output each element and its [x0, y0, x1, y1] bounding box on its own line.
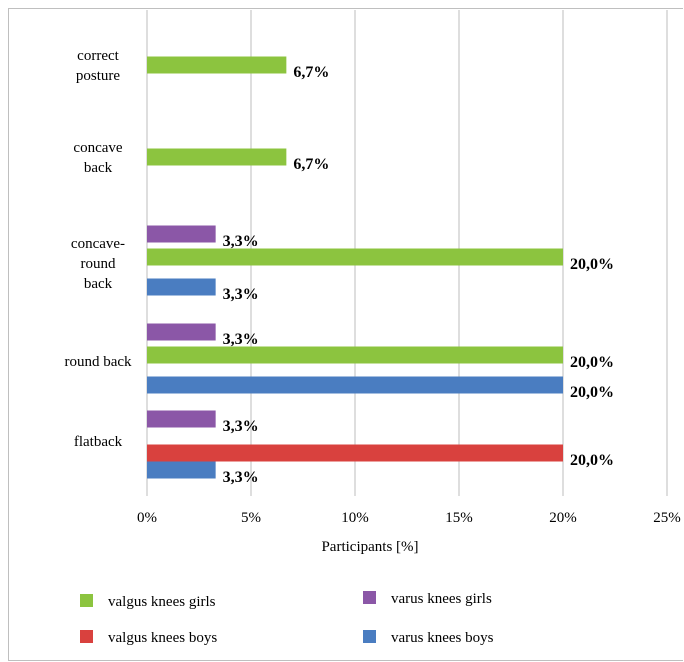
bar-valgus-knees-boys	[147, 444, 563, 462]
category-label: round	[81, 256, 116, 272]
bar-varus-knees-boys	[147, 376, 563, 394]
category-label: concave	[73, 140, 122, 156]
bar-varus-knees-girls	[147, 225, 216, 243]
data-label: 20,0%	[570, 384, 614, 401]
x-tick-label: 15%	[445, 510, 473, 526]
category-label: flatback	[74, 434, 123, 450]
x-axis-title: Participants [%]	[321, 539, 418, 555]
category-label: posture	[76, 68, 121, 84]
bar-varus-knees-girls	[147, 323, 216, 341]
category-label: correct	[77, 48, 119, 64]
x-tick-label: 25%	[653, 510, 681, 526]
data-label: 6,7%	[293, 64, 329, 81]
chart-frame	[8, 8, 683, 661]
legend-swatch	[80, 594, 93, 607]
category-label: round back	[64, 354, 132, 370]
x-tick-label: 10%	[341, 510, 369, 526]
legend-swatch	[363, 630, 376, 643]
bar-valgus-knees-girls	[147, 346, 563, 364]
x-tick-label: 0%	[137, 510, 157, 526]
data-label: 20,0%	[570, 354, 614, 371]
legend-label: valgus knees boys	[108, 630, 217, 646]
data-label: 6,7%	[293, 156, 329, 173]
data-label: 20,0%	[570, 452, 614, 469]
bar-valgus-knees-girls	[147, 56, 287, 74]
legend-label: varus knees girls	[391, 591, 492, 607]
legend-swatch	[80, 630, 93, 643]
legend-label: valgus knees girls	[108, 594, 216, 610]
bar-varus-knees-boys	[147, 278, 216, 296]
category-label: back	[84, 276, 113, 292]
data-label: 3,3%	[223, 469, 259, 486]
data-label: 20,0%	[570, 256, 614, 273]
x-tick-label: 5%	[241, 510, 261, 526]
data-label: 3,3%	[223, 418, 259, 435]
legend-swatch	[363, 591, 376, 604]
data-label: 3,3%	[223, 286, 259, 303]
bar-valgus-knees-girls	[147, 248, 563, 266]
category-label: concave-	[71, 236, 125, 252]
bar-varus-knees-girls	[147, 410, 216, 428]
legend-label: varus knees boys	[391, 630, 494, 646]
category-label: back	[84, 160, 113, 176]
data-label: 3,3%	[223, 331, 259, 348]
data-label: 3,3%	[223, 233, 259, 250]
x-tick-label: 20%	[549, 510, 577, 526]
bar-valgus-knees-girls	[147, 148, 287, 166]
bar-varus-knees-boys	[147, 461, 216, 479]
